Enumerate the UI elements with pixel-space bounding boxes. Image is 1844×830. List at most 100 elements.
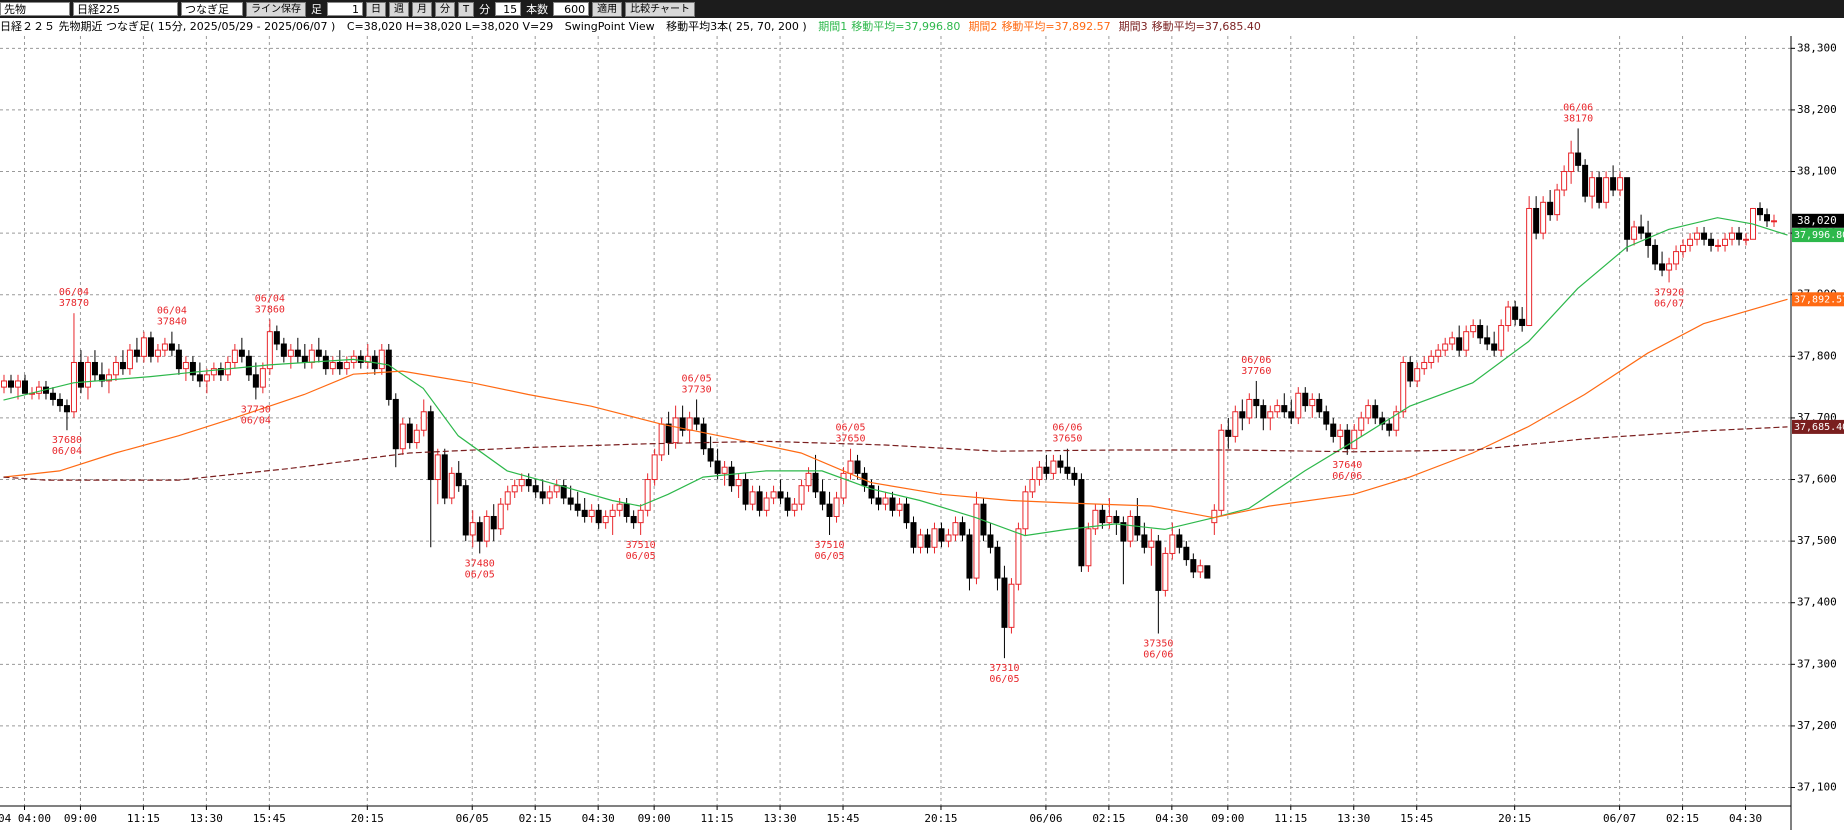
candle-body [875,497,882,505]
apply-button[interactable]: 適用 [592,1,623,17]
candle-body [1610,177,1617,191]
candle-body [1414,368,1421,382]
candle-body [1764,214,1771,222]
x-tick-label: 02:15 [1092,812,1125,825]
count-input[interactable]: 600 [553,2,590,16]
candle-body [1295,392,1302,419]
candle-body [938,528,945,542]
ma-title: 移動平均3本( 25, 70, 200 ) [666,20,807,33]
candle-body [1162,552,1169,591]
step-input[interactable]: 1 [327,2,363,16]
candle-body [1743,238,1750,241]
candle-body [1666,263,1673,271]
candle-body [1099,509,1106,524]
candle-body [812,472,819,493]
candle-body [1267,411,1274,419]
candle-body [455,472,462,487]
candle-body [553,485,560,493]
candle-body [245,355,252,376]
candle-body [1092,509,1099,530]
candle-body [175,349,182,370]
candle-body [1540,201,1547,234]
candle-body [1715,244,1722,247]
candle-body [1218,429,1225,511]
x-tick-label: 02:15 [519,812,552,825]
ma-price-tag-label: 37,685.40 [1794,422,1844,433]
candle-body [63,405,70,413]
candle-body [882,497,889,505]
save-button[interactable]: ライン保存 [246,1,306,17]
y-tick-label: 37,300 [1797,657,1837,670]
candle-body [1771,220,1778,223]
interval-input[interactable]: 15 [495,2,522,16]
candle-body [1176,534,1183,548]
candle-body [497,503,504,530]
candle-body [1463,331,1470,351]
swing-high-date: 06/04 [59,287,89,298]
candle-body [469,522,476,536]
chart-kind-select[interactable]: つなぎ足 [181,2,243,16]
candle-body [1596,177,1603,203]
candle-body [399,423,406,450]
candle-body [21,380,28,394]
candle-body [1442,343,1449,351]
candle-body [301,355,308,363]
candle-body [707,448,714,462]
swing-low-date: 06/07 [1654,298,1684,309]
swing-low-date: 06/04 [241,415,271,426]
candle-body [1554,189,1561,216]
candle-body [77,361,84,388]
minute-button[interactable]: 分 [435,1,455,17]
candle-body [1736,232,1743,240]
candle-body [168,343,175,351]
candle-body [854,460,861,474]
moving-average [3,217,1788,537]
view-name: SwingPoint View [564,20,655,33]
ma-price-tag [1792,228,1844,243]
candle-body [1407,361,1414,382]
candle-body [490,515,497,530]
candle-body [1505,306,1512,327]
candle-body [511,485,518,493]
candle-body [644,479,651,511]
candle-body [252,374,259,388]
candle-body [1344,429,1351,450]
candle-body [1400,361,1407,413]
swing-high-value: 38170 [1563,113,1593,124]
candle-body [392,398,399,450]
market-select[interactable]: 先物 [0,2,70,16]
candle-body [679,417,686,431]
compare-button[interactable]: 比較チャート [625,1,696,17]
candle-body [406,423,413,444]
swing-low-date: 06/04 [52,446,82,457]
candle-body [91,361,98,376]
candle-body [770,491,777,499]
candle-body [196,374,203,382]
y-tick-label: 37,500 [1797,534,1837,547]
swing-low-value: 37680 [52,435,82,446]
x-tick-label: 06/06 [1029,812,1062,825]
candle-body [385,349,392,400]
y-tick-label: 38,200 [1797,103,1837,116]
symbol-select[interactable]: 日経225 [73,2,178,16]
y-tick-label: 38,100 [1797,165,1837,178]
x-tick-label: 13:30 [190,812,223,825]
week-button[interactable]: 週 [389,1,409,17]
candle-body [1561,171,1568,191]
candle-body [714,460,721,474]
candle-body [1211,509,1218,524]
tick-button[interactable]: T [458,1,475,17]
candle-body [1652,244,1659,265]
candle-body [1029,479,1036,493]
candle-body [1386,423,1393,431]
candle-body [966,534,973,579]
candle-body [833,497,840,517]
candle-body [931,528,938,548]
candle-body [784,497,791,511]
ma-price-tag-label: 37,996.80 [1794,230,1844,241]
day-button[interactable]: 日 [366,1,386,17]
month-button[interactable]: 月 [412,1,432,17]
candle-body [210,368,217,376]
candle-body [1519,318,1526,327]
x-tick-label: 06/07 [1603,812,1636,825]
